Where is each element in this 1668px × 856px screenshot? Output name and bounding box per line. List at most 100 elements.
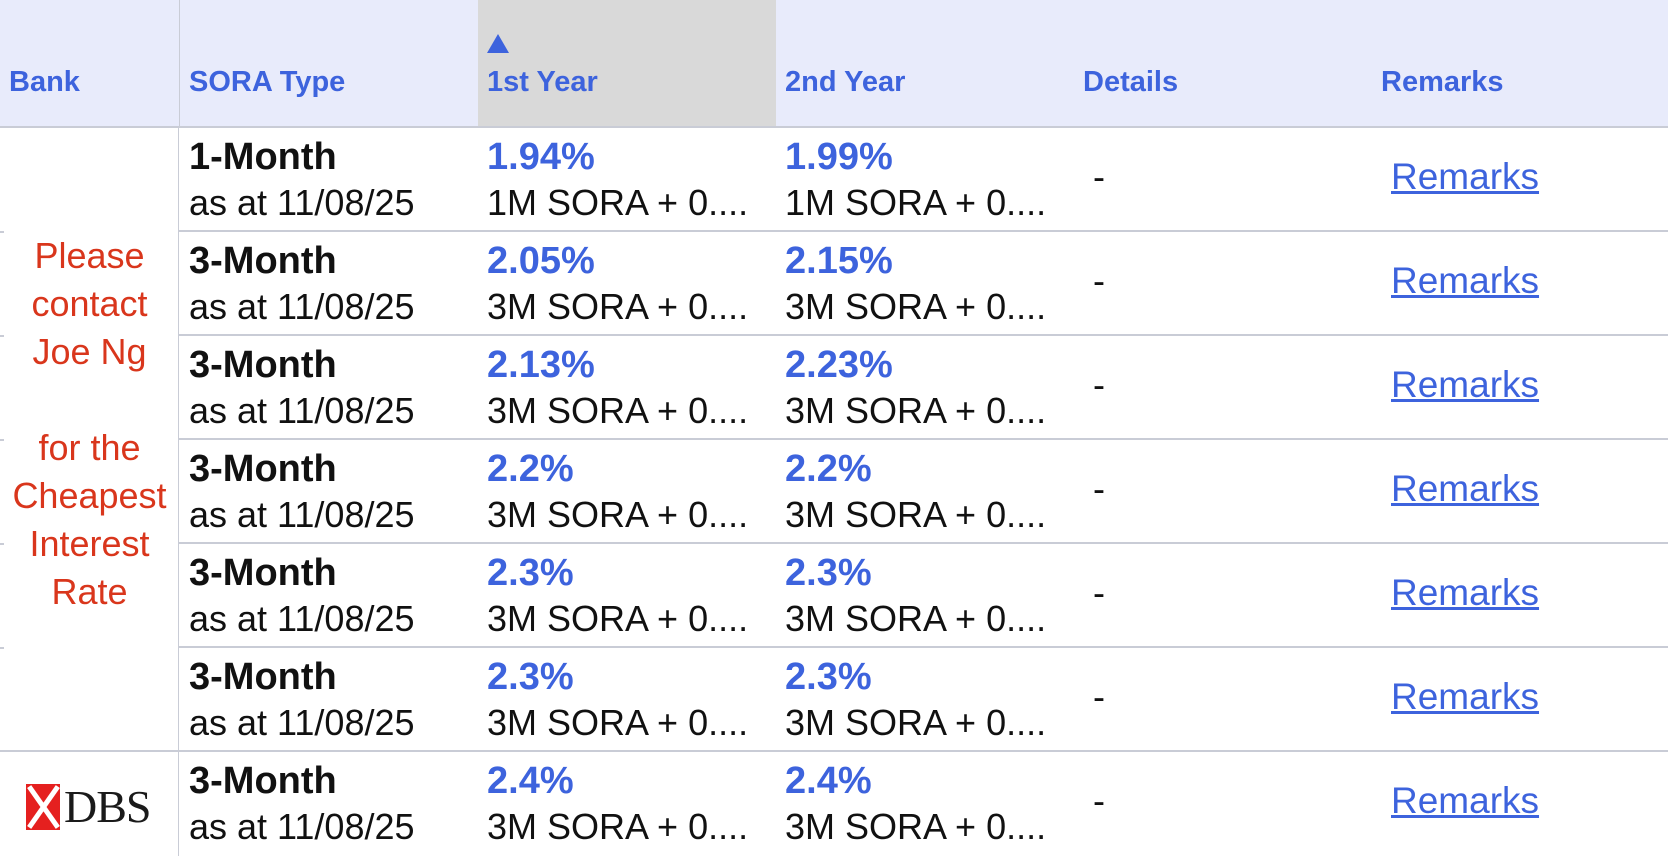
year2-cell: 2.23% 3M SORA + 0....	[785, 336, 1075, 440]
details-value: -	[1093, 364, 1105, 405]
year2-rate: 1.99%	[785, 136, 893, 178]
contact-line: contact	[31, 283, 148, 324]
remarks-cell: Remarks	[1381, 336, 1668, 440]
year2-cell: 2.3% 3M SORA + 0....	[785, 648, 1075, 752]
contact-line: Cheapest	[12, 475, 167, 516]
year2-formula: 3M SORA + 0....	[785, 702, 1047, 743]
remarks-link[interactable]: Remarks	[1391, 676, 1540, 717]
sora-type-name: 3-Month	[189, 760, 337, 802]
details-value: -	[1093, 780, 1105, 821]
remarks-link[interactable]: Remarks	[1391, 468, 1540, 509]
column-header-remarks[interactable]: Remarks	[1372, 0, 1668, 126]
remarks-cell: Remarks	[1381, 440, 1668, 544]
column-header-label: Details	[1083, 66, 1179, 98]
details-value: -	[1093, 676, 1105, 717]
year2-cell: 1.99% 1M SORA + 0....	[785, 128, 1075, 232]
column-header-bank[interactable]: Bank	[0, 0, 179, 126]
sora-type-cell: 3-Month as at 11/08/25	[189, 648, 478, 752]
year2-rate: 2.2%	[785, 448, 872, 490]
year2-rate: 2.3%	[785, 552, 872, 594]
column-header-sora-type[interactable]: SORA Type	[179, 0, 478, 126]
contact-line: Please	[34, 235, 145, 276]
sort-ascending-icon	[487, 34, 509, 53]
year1-rate: 2.4%	[487, 760, 574, 802]
remarks-link[interactable]: Remarks	[1391, 780, 1540, 821]
dbs-star-icon	[26, 784, 60, 830]
remarks-cell: Remarks	[1381, 752, 1668, 856]
column-header-1st-year[interactable]: 1st Year	[478, 0, 776, 126]
as-at-date: as at 11/08/25	[189, 182, 415, 223]
year2-formula: 3M SORA + 0....	[785, 390, 1047, 431]
row-divider-tick	[0, 335, 4, 337]
sora-type-cell: 3-Month as at 11/08/25	[189, 752, 478, 856]
year2-formula: 3M SORA + 0....	[785, 494, 1047, 535]
sora-type-name: 3-Month	[189, 552, 337, 594]
year1-cell: 2.3% 3M SORA + 0....	[487, 544, 777, 648]
column-header-label: 2nd Year	[785, 66, 906, 98]
table-row: 3-Month as at 11/08/25 2.05% 3M SORA + 0…	[179, 232, 1668, 336]
details-value: -	[1093, 260, 1105, 301]
year2-cell: 2.4% 3M SORA + 0....	[785, 752, 1075, 856]
as-at-date: as at 11/08/25	[189, 494, 415, 535]
column-header-2nd-year[interactable]: 2nd Year	[776, 0, 1074, 126]
year2-cell: 2.3% 3M SORA + 0....	[785, 544, 1075, 648]
details-cell: -	[1083, 544, 1373, 648]
year2-formula: 3M SORA + 0....	[785, 286, 1047, 327]
year2-rate: 2.15%	[785, 240, 893, 282]
year1-rate: 2.05%	[487, 240, 595, 282]
column-header-label: Bank	[9, 66, 80, 98]
dbs-logo: DBS	[26, 781, 151, 832]
table-row: 3-Month as at 11/08/25 2.13% 3M SORA + 0…	[179, 336, 1668, 440]
as-at-date: as at 11/08/25	[189, 702, 415, 743]
year2-rate: 2.4%	[785, 760, 872, 802]
column-header-label: Remarks	[1381, 66, 1504, 98]
details-value: -	[1093, 156, 1105, 197]
remarks-cell: Remarks	[1381, 648, 1668, 752]
remarks-cell: Remarks	[1381, 232, 1668, 336]
details-cell: -	[1083, 648, 1373, 752]
sora-type-cell: 3-Month as at 11/08/25	[189, 544, 478, 648]
sora-type-cell: 1-Month as at 11/08/25	[189, 128, 478, 232]
year1-cell: 2.13% 3M SORA + 0....	[487, 336, 777, 440]
contact-line: Interest	[29, 523, 150, 564]
year2-cell: 2.15% 3M SORA + 0....	[785, 232, 1075, 336]
contact-line: Rate	[51, 571, 128, 612]
as-at-date: as at 11/08/25	[189, 806, 415, 847]
table-row: 3-Month as at 11/08/25 2.4% 3M SORA + 0.…	[179, 752, 1668, 856]
year1-formula: 1M SORA + 0....	[487, 182, 749, 223]
details-cell: -	[1083, 440, 1373, 544]
sora-type-name: 3-Month	[189, 448, 337, 490]
year1-formula: 3M SORA + 0....	[487, 806, 749, 847]
contact-line: Joe Ng	[32, 331, 147, 372]
year1-cell: 2.4% 3M SORA + 0....	[487, 752, 777, 856]
remarks-link[interactable]: Remarks	[1391, 156, 1540, 197]
column-header-details[interactable]: Details	[1074, 0, 1372, 126]
details-cell: -	[1083, 336, 1373, 440]
year1-rate: 2.3%	[487, 552, 574, 594]
sora-type-name: 3-Month	[189, 240, 337, 282]
dbs-logo-text: DBS	[64, 781, 151, 832]
bank-cell-dbs: DBS	[0, 752, 179, 856]
year2-formula: 1M SORA + 0....	[785, 182, 1047, 223]
sora-type-cell: 3-Month as at 11/08/25	[189, 440, 478, 544]
year2-cell: 2.2% 3M SORA + 0....	[785, 440, 1075, 544]
year1-formula: 3M SORA + 0....	[487, 702, 749, 743]
sora-type-cell: 3-Month as at 11/08/25	[189, 336, 478, 440]
remarks-link[interactable]: Remarks	[1391, 364, 1540, 405]
remarks-link[interactable]: Remarks	[1391, 260, 1540, 301]
row-divider-tick	[0, 231, 4, 233]
year1-formula: 3M SORA + 0....	[487, 286, 749, 327]
details-value: -	[1093, 572, 1105, 613]
sora-type-name: 3-Month	[189, 344, 337, 386]
remarks-cell: Remarks	[1381, 544, 1668, 648]
year1-formula: 3M SORA + 0....	[487, 598, 749, 639]
remarks-link[interactable]: Remarks	[1391, 572, 1540, 613]
details-cell: -	[1083, 752, 1373, 856]
year1-formula: 3M SORA + 0....	[487, 494, 749, 535]
details-cell: -	[1083, 128, 1373, 232]
details-value: -	[1093, 468, 1105, 509]
sora-type-name: 3-Month	[189, 656, 337, 698]
year1-cell: 2.3% 3M SORA + 0....	[487, 648, 777, 752]
bank-cell-contact: Please contact Joe Ng for the Cheapest I…	[0, 128, 179, 752]
row-divider-tick	[0, 647, 4, 649]
